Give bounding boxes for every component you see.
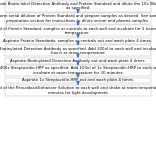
FancyBboxPatch shape: [5, 85, 151, 96]
Text: Reconstitute Biotin-label Detection Antibody and Protein Standard and dilute the: Reconstitute Biotin-label Detection Anti…: [0, 2, 156, 10]
Text: Aspirate 1x Streptavidin-HRP out and wash plate 4 times.: Aspirate 1x Streptavidin-HRP out and was…: [22, 78, 134, 83]
FancyBboxPatch shape: [5, 78, 151, 83]
FancyBboxPatch shape: [5, 58, 151, 64]
FancyBboxPatch shape: [5, 13, 151, 24]
Text: Dilute Biotinylated Detection Antibody as specified. Add 100ul to each well and : Dilute Biotinylated Detection Antibody a…: [0, 46, 156, 55]
FancyBboxPatch shape: [5, 65, 151, 76]
Text: Aspirate Protein Standards, samples or controls out and wash plate 4 times.: Aspirate Protein Standards, samples or c…: [3, 39, 153, 43]
FancyBboxPatch shape: [5, 45, 151, 56]
FancyBboxPatch shape: [5, 38, 151, 44]
FancyBboxPatch shape: [5, 1, 151, 12]
Text: Add 100ul of Protein Standard, samples or controls to each well and incubate for: Add 100ul of Protein Standard, samples o…: [0, 27, 156, 35]
Text: Add 100ul of the Peroxidase/Enhancer Solution to each well and shake at room tem: Add 100ul of the Peroxidase/Enhancer Sol…: [0, 86, 156, 95]
Text: Perform serial dilution of Protein Standard and prepare samples as desired. See : Perform serial dilution of Protein Stand…: [0, 14, 156, 23]
Text: Dilute 400x Streptavidin-HRP as specified. Add 100ul of 1x Streptavidin-HRP to e: Dilute 400x Streptavidin-HRP as specifie…: [0, 66, 156, 75]
FancyBboxPatch shape: [5, 25, 151, 36]
Text: Aspirate Biotinylated Detection Antibody out and wash plate 4 times.: Aspirate Biotinylated Detection Antibody…: [10, 59, 146, 63]
